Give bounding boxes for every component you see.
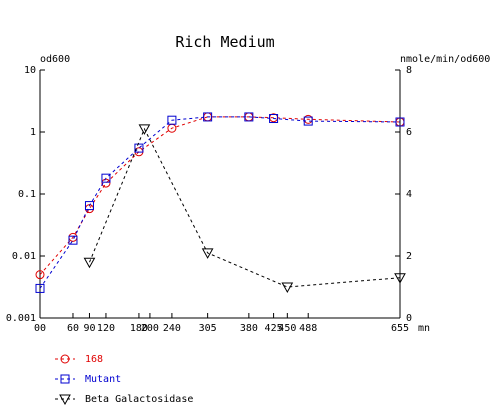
series-line xyxy=(39,116,401,289)
x-tick-label: 380 xyxy=(240,323,258,334)
data-point xyxy=(35,283,45,293)
y-left-tick-label: 10 xyxy=(24,65,36,76)
data-point xyxy=(201,248,214,259)
y-left-ticks: 0.001 0.01 0.1 1 10 xyxy=(6,65,45,324)
data-point xyxy=(167,115,177,125)
x-tick-label: 488 xyxy=(299,323,317,334)
data-point xyxy=(269,114,279,124)
y-right-ticks: 0 2 4 6 8 xyxy=(395,65,412,324)
x-tick-label: 450 xyxy=(278,323,296,334)
x-tick-label: 425 xyxy=(265,323,283,334)
plot-series xyxy=(35,112,406,294)
x-tick-label: 120 xyxy=(97,323,115,334)
data-point xyxy=(395,117,405,127)
legend: 168 Mutant Beta Galactosidase xyxy=(55,354,193,405)
data-point xyxy=(303,116,313,126)
data-point xyxy=(101,178,111,188)
data-point xyxy=(134,143,144,153)
x-tick-label: 200 xyxy=(141,323,159,334)
y-right-tick-label: 6 xyxy=(406,127,412,138)
y-left-tick-label: 0.001 xyxy=(6,313,36,324)
data-point xyxy=(83,257,96,269)
data-point xyxy=(84,201,94,211)
y-right-tick-label: 0 xyxy=(406,313,412,324)
data-point xyxy=(101,173,111,183)
y-right-tick-label: 2 xyxy=(406,251,412,262)
y-right-tick-label: 8 xyxy=(406,65,412,76)
data-point xyxy=(203,112,213,122)
legend-marker xyxy=(59,394,71,405)
y-left-tick-label: 0.1 xyxy=(18,189,36,200)
legend-marker xyxy=(60,354,70,364)
x-tick-label: 00 xyxy=(34,323,46,334)
y-left-tick-label: 1 xyxy=(30,127,36,138)
y-right-axis-label: nmole/min/od600 xyxy=(400,54,490,65)
legend-label: 168 xyxy=(85,354,103,365)
data-point xyxy=(244,112,254,122)
series-line xyxy=(89,127,401,288)
x-tick-label: 655 xyxy=(391,323,409,334)
data-point xyxy=(68,235,78,245)
x-tick-label: 240 xyxy=(163,323,181,334)
legend-marker xyxy=(60,374,70,384)
y-left-tick-label: 0.01 xyxy=(12,251,36,262)
y-left-axis-label: od600 xyxy=(40,54,70,65)
data-point xyxy=(281,282,294,294)
x-tick-label: 90 xyxy=(83,323,95,334)
series-line xyxy=(39,116,401,276)
data-point xyxy=(138,124,151,135)
data-point xyxy=(35,270,45,280)
legend-label: Mutant xyxy=(85,374,121,385)
x-tick-label: 305 xyxy=(199,323,217,334)
data-point xyxy=(394,273,406,284)
legend-label: Beta Galactosidase xyxy=(85,394,193,405)
x-axis-label: mn xyxy=(418,323,430,334)
y-right-tick-label: 4 xyxy=(406,189,412,200)
chart-title: Rich Medium xyxy=(175,33,274,51)
x-tick-label: 60 xyxy=(67,323,79,334)
x-tick-label: 180 xyxy=(130,323,148,334)
